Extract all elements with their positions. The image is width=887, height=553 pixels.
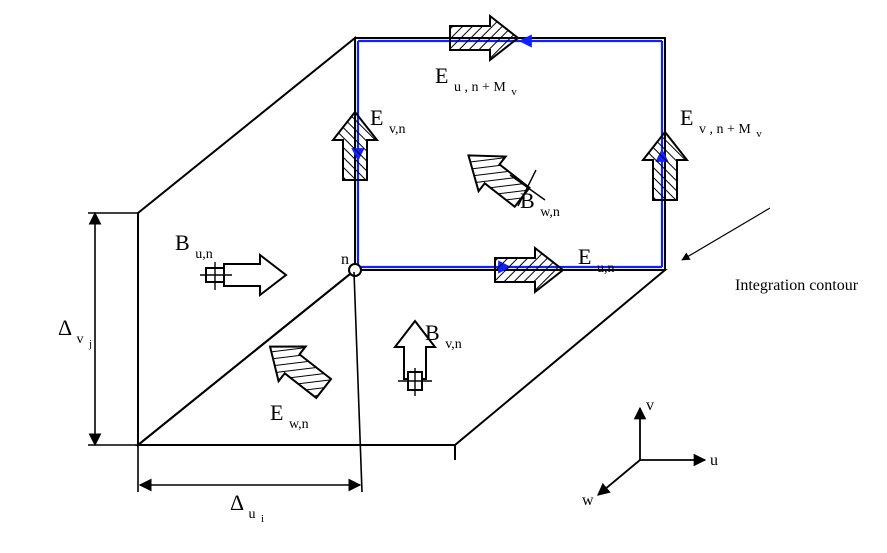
integration-contour-pointer (682, 208, 770, 260)
label-axis-u: u (710, 452, 718, 469)
label-axis-v: v (646, 397, 654, 414)
labels: E u , n + M v E v,n E v , n + M v B w,n … (58, 63, 859, 525)
label-axis-w: w (582, 492, 594, 509)
coord-axes (598, 408, 705, 495)
label-E-u-n-Mv: E u , n + M v (435, 63, 517, 98)
arrow-E-u-n-Mv (450, 16, 518, 60)
dimension-delta-vj (88, 213, 138, 445)
label-delta-vj: Δ v j (58, 315, 92, 350)
label-E-u-n: E u,n (578, 244, 614, 276)
label-E-v-n-Mv: E v , n + M v (680, 105, 762, 140)
fdtd-cell-diagram: n (0, 0, 887, 553)
label-E-w-n: E w,n (270, 400, 309, 432)
node-n-label: n (341, 251, 349, 268)
label-integration-contour: Integration contour (735, 277, 859, 294)
label-delta-ui: Δ u i (230, 490, 264, 525)
label-B-w-n: B w,n (520, 188, 560, 220)
arrow-E-v-n-Mv (643, 132, 687, 200)
label-B-u-n: B u,n (175, 230, 213, 262)
node-n-marker (349, 264, 361, 276)
cell-outline (138, 38, 665, 445)
label-E-v-n: E v,n (370, 105, 406, 137)
arrow-E-u-n (495, 248, 563, 292)
arrow-B-u-n (200, 255, 286, 295)
